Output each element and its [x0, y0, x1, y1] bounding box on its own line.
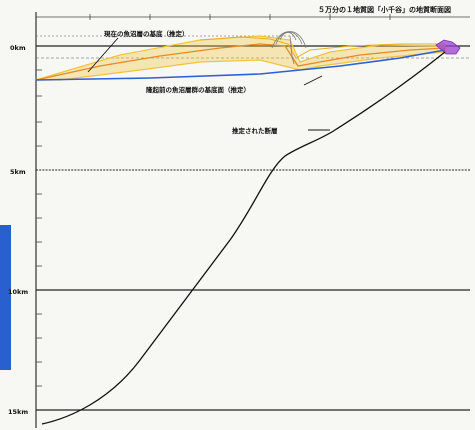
fault-line: [41, 51, 446, 425]
depth-grid: [36, 45, 470, 411]
label-current-base: 現在の魚沼層の基底（推定）: [104, 29, 189, 38]
purple-mass: [435, 39, 461, 55]
yellow-upper-boundary: [199, 36, 445, 59]
depth-label-15km: 15km: [8, 408, 28, 416]
left-blue-strip: [0, 225, 11, 370]
annotation-leaders: [87, 37, 330, 131]
fold-structure: [271, 31, 307, 65]
top-ticks: [89, 14, 391, 20]
orange-current-base: [35, 43, 446, 81]
depth-label-5km: 5km: [10, 168, 26, 176]
figure-title: ５万分の１地質図「小千谷」の地質断面図: [318, 5, 451, 14]
pre-uplift-base-line: [35, 49, 446, 81]
depth-label-10km: 10km: [8, 288, 28, 296]
label-fault: 推定された断層: [232, 126, 278, 135]
leader-current-base: [87, 37, 119, 73]
depth-minor-ticks: [36, 69, 42, 387]
label-pre-uplift-base: 隆起前の魚沼層群の基底面（推定）: [146, 85, 250, 94]
depth-label-0km: 0km: [10, 44, 26, 52]
leader-pre-uplift: [303, 75, 323, 86]
